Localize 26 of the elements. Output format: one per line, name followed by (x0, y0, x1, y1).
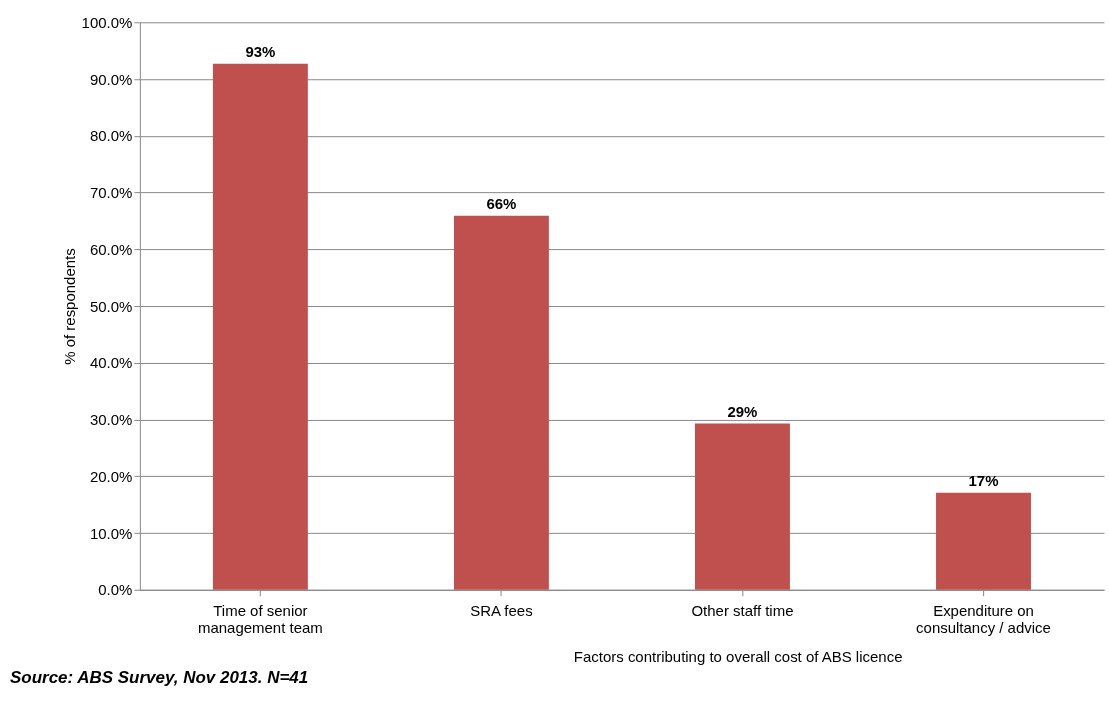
y-tick-label: 0.0% (98, 581, 133, 599)
y-tick-label: 30.0% (89, 411, 133, 429)
y-tick-label: 80.0% (89, 127, 133, 145)
data-label: 66% (486, 194, 517, 212)
bar (695, 423, 790, 590)
y-tick-label: 40.0% (89, 354, 133, 372)
x-tick-label: SRA fees (470, 602, 533, 620)
y-axis-title: % of respondents (60, 248, 78, 365)
y-tick-label: 50.0% (89, 297, 133, 315)
data-label: 29% (727, 402, 758, 420)
bar (453, 215, 549, 590)
data-label: 17% (968, 471, 999, 489)
x-tick-label: Time of senior management team (197, 602, 323, 637)
x-tick-label: Other staff time (691, 602, 794, 620)
bar (212, 63, 308, 590)
source-note: Source: ABS Survey, Nov 2013. N=41 (9, 667, 309, 687)
data-label: 93% (245, 42, 276, 60)
y-tick-label: 20.0% (89, 467, 133, 485)
y-tick-label: 10.0% (89, 524, 133, 542)
y-tick-label: 90.0% (89, 70, 133, 88)
x-tick-label: Expenditure on consultancy / advice (916, 602, 1051, 637)
y-tick-label: 60.0% (89, 240, 133, 258)
y-tick-label: 100.0% (81, 13, 133, 31)
y-tick-label: 70.0% (89, 184, 133, 202)
bar (936, 492, 1031, 590)
x-axis-title: Factors contributing to overall cost of ABS licence (573, 648, 903, 666)
